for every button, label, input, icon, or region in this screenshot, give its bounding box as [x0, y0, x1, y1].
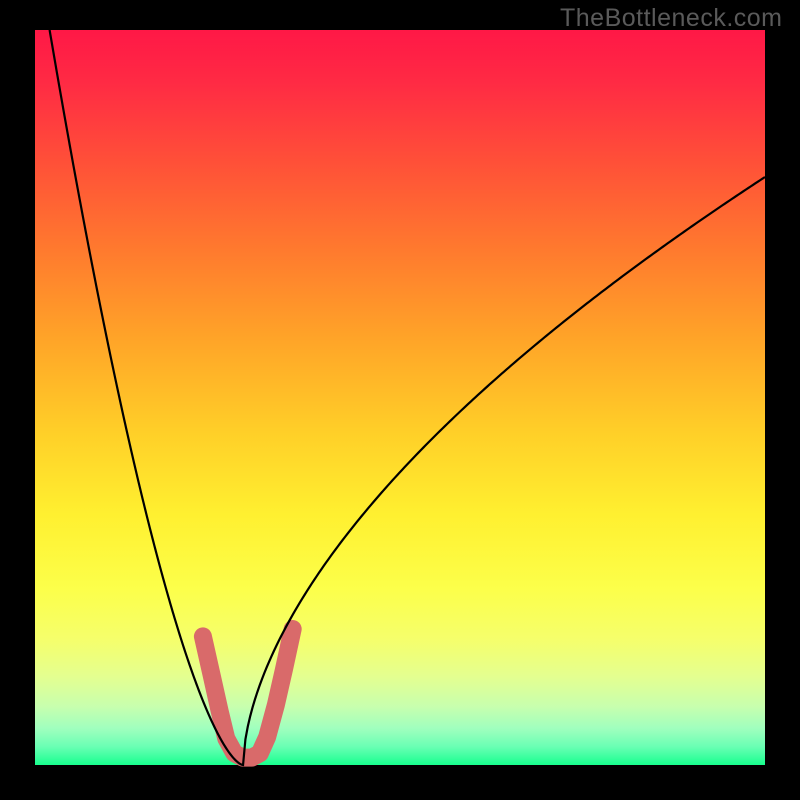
- watermark-text: TheBottleneck.com: [560, 4, 783, 33]
- curve-layer: [0, 0, 800, 800]
- bottleneck-curve: [50, 30, 765, 765]
- highlight-path: [203, 629, 293, 758]
